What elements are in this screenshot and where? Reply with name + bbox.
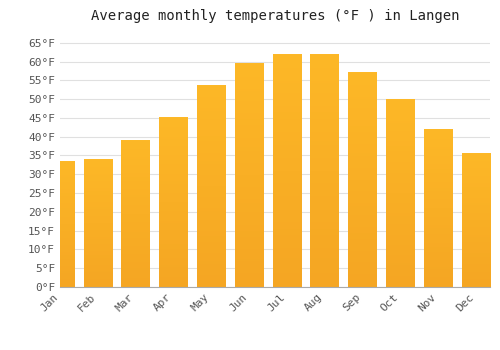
Title: Average monthly temperatures (°F ) in Langen: Average monthly temperatures (°F ) in La…: [91, 9, 459, 23]
Bar: [197, 86, 226, 287]
Bar: [462, 154, 490, 287]
Bar: [310, 54, 339, 287]
Bar: [272, 54, 301, 287]
Bar: [424, 129, 452, 287]
Bar: [348, 73, 376, 287]
Bar: [159, 118, 188, 287]
Bar: [386, 99, 414, 287]
Bar: [235, 63, 263, 287]
Bar: [46, 161, 74, 287]
Bar: [84, 159, 112, 287]
Bar: [122, 140, 150, 287]
